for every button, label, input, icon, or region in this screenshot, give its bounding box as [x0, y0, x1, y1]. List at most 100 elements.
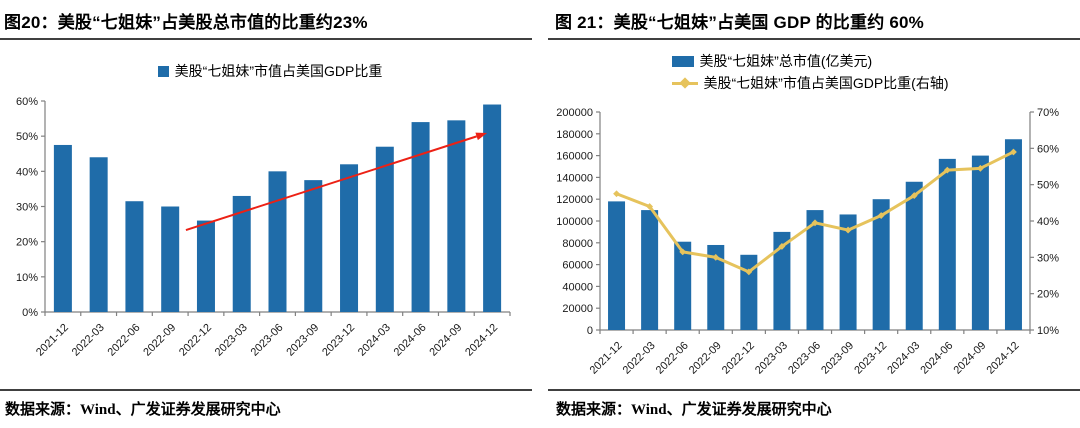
bar-2024-09 — [971, 155, 989, 330]
bar-2024-06 — [938, 158, 956, 330]
svg-text:0: 0 — [587, 325, 593, 337]
svg-text:2024-12: 2024-12 — [463, 322, 500, 359]
svg-text:80000: 80000 — [562, 238, 593, 250]
bar-2022-03 — [89, 157, 108, 312]
figure-20-source-divider — [0, 389, 532, 391]
trend-arrow — [185, 132, 488, 232]
figure-20-chart-canvas: 0%10%20%30%40%50%60%2021-122022-032022-0… — [16, 96, 511, 359]
svg-text:2021-12: 2021-12 — [34, 322, 71, 359]
svg-text:50%: 50% — [16, 131, 38, 143]
figure-20-title-divider — [0, 38, 532, 40]
bar-2022-12 — [740, 254, 758, 330]
axes: 0 20000 40000 60000 80000 100000 120000 140000 1… — [556, 107, 1059, 337]
line-marker-2023-03 — [778, 243, 786, 250]
svg-text:2022-06: 2022-06 — [106, 322, 143, 359]
bar-series-swatch-icon — [157, 65, 169, 77]
legend-label: 美股“七姐妹”市值占美国GDP比重(右轴) — [703, 75, 949, 91]
svg-text:30%: 30% — [1037, 252, 1059, 264]
bar-2022-12 — [196, 220, 215, 312]
svg-text:2023-09: 2023-09 — [284, 322, 321, 359]
svg-text:2022-12: 2022-12 — [177, 322, 214, 359]
svg-text:2022-06: 2022-06 — [654, 340, 691, 377]
svg-text:60%: 60% — [1037, 143, 1059, 155]
bar-2022-06 — [125, 201, 144, 312]
svg-text:2023-03: 2023-03 — [753, 340, 790, 377]
svg-text:10%: 10% — [16, 272, 38, 284]
svg-text:120000: 120000 — [556, 194, 593, 206]
svg-text:60000: 60000 — [562, 260, 593, 272]
svg-text:2023-12: 2023-12 — [320, 322, 357, 359]
line-series — [613, 148, 1017, 276]
line-marker-2022-09 — [712, 253, 720, 261]
line-marker-2022-06 — [679, 248, 687, 256]
figure-21-title: 图 21：美股“七姐妹”占美国 GDP 的比重约 60% — [555, 13, 924, 32]
legend-label: 美股“七姐妹”市值占美国GDP比重 — [174, 63, 383, 79]
bar-2024-06 — [411, 122, 430, 312]
svg-text:2023-06: 2023-06 — [249, 322, 286, 359]
svg-text:40%: 40% — [1037, 216, 1059, 228]
bar-series — [608, 139, 1022, 330]
line-marker-2024-09 — [976, 164, 984, 172]
svg-text:2024-09: 2024-09 — [427, 322, 464, 359]
svg-text:2023-03: 2023-03 — [213, 322, 250, 359]
bar-2023-03 — [232, 195, 251, 312]
svg-text:2022-09: 2022-09 — [141, 322, 178, 359]
svg-text:2024-03: 2024-03 — [356, 322, 393, 359]
bar-2023-06 — [268, 171, 287, 312]
svg-text:100000: 100000 — [556, 216, 593, 228]
figure-20-panel: 图20：美股“七姐妹”占美股总市值的比重约23% 美股“七姐妹”市值占美国GDP… — [0, 13, 540, 418]
figure-21-legend: 美股“七姐妹”总市值(亿美元) 美股“七姐妹”市值占美国GDP比重(右轴) — [540, 52, 1080, 92]
figure-20-legend: 美股“七姐妹”市值占美国GDP比重 — [0, 62, 540, 80]
legend-item-total-mcap: 美股“七姐妹”总市值(亿美元) — [671, 52, 873, 70]
bar-2023-03 — [773, 231, 791, 330]
bar-2023-09 — [839, 214, 857, 330]
line-marker-2022-03 — [646, 203, 654, 210]
svg-text:2021-12: 2021-12 — [588, 340, 625, 377]
svg-text:2022-12: 2022-12 — [720, 340, 757, 377]
legend-item-gdp-ratio-line: 美股“七姐妹”市值占美国GDP比重(右轴) — [671, 74, 949, 92]
svg-text:2024-09: 2024-09 — [951, 340, 988, 377]
line-marker-2023-12 — [877, 212, 885, 219]
svg-text:10%: 10% — [1037, 325, 1059, 337]
svg-text:2024-06: 2024-06 — [392, 322, 429, 359]
bar-2023-09 — [304, 180, 323, 312]
figure-20-source-note: 数据来源：Wind、广发证券发展研究中心 — [5, 402, 281, 418]
svg-text:20%: 20% — [1037, 289, 1059, 301]
svg-text:2024-12: 2024-12 — [985, 340, 1022, 377]
svg-text:200000: 200000 — [556, 107, 593, 119]
svg-text:2023-09: 2023-09 — [819, 340, 856, 377]
svg-text:2022-03: 2022-03 — [70, 322, 107, 359]
bar-2024-09 — [447, 120, 466, 312]
bar-2022-03 — [641, 210, 659, 330]
svg-text:2023-06: 2023-06 — [786, 340, 823, 377]
x-axis-labels: 2021-122022-032022-062022-092022-122023-… — [34, 322, 500, 359]
bar-series-swatch-icon — [671, 55, 694, 67]
svg-text:20000: 20000 — [562, 303, 593, 315]
line-marker-2023-09 — [844, 226, 852, 234]
bar-2024-12 — [1004, 139, 1022, 330]
line-series-swatch-icon — [671, 76, 698, 89]
bar-2021-12 — [53, 144, 72, 312]
bar-2022-09 — [707, 244, 725, 330]
figure-20-title: 图20：美股“七姐妹”占美股总市值的比重约23% — [4, 13, 368, 32]
svg-text:2023-12: 2023-12 — [852, 340, 889, 377]
line-marker-2022-12 — [745, 268, 753, 276]
bar-2024-03 — [905, 181, 923, 330]
line-marker-2021-12 — [613, 190, 620, 198]
figure-21-source-note: 数据来源：Wind、广发证券发展研究中心 — [556, 402, 832, 418]
svg-text:2024-06: 2024-06 — [918, 340, 955, 377]
svg-text:40%: 40% — [16, 166, 38, 178]
svg-text:2022-09: 2022-09 — [687, 340, 724, 377]
bar-2024-03 — [375, 146, 394, 312]
legend-label: 美股“七姐妹”总市值(亿美元) — [699, 53, 873, 69]
bar-2023-12 — [872, 199, 890, 330]
svg-text:2024-03: 2024-03 — [885, 340, 922, 377]
bar-2024-12 — [483, 104, 502, 312]
svg-text:160000: 160000 — [556, 151, 593, 163]
bar-2022-09 — [161, 206, 180, 312]
line-marker-2023-06 — [811, 219, 819, 227]
figure-21-source-divider — [548, 389, 1080, 391]
svg-text:40000: 40000 — [562, 281, 593, 293]
bar-series — [53, 104, 502, 312]
svg-text:60%: 60% — [16, 96, 38, 108]
